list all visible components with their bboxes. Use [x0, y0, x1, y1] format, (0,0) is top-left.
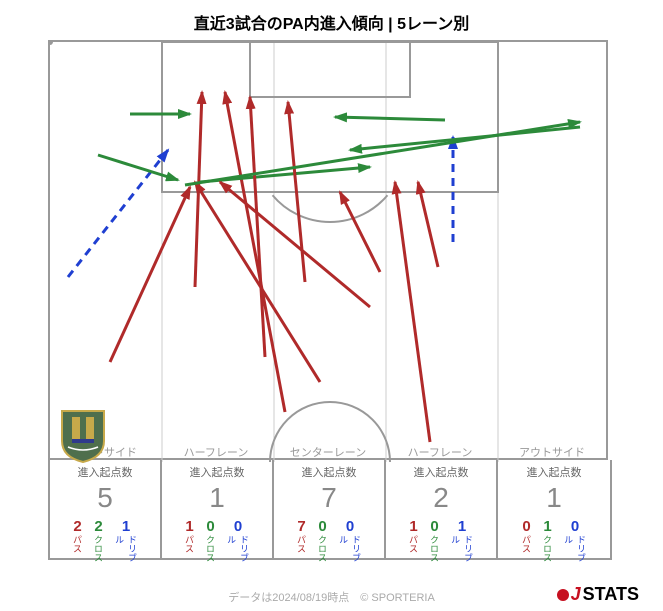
lane-metric-label: パス [183, 535, 196, 563]
lane-stat: 進入起点数11パス0クロス0ドリブル [162, 460, 274, 558]
chart-title: 直近3試合のPA内進入傾向 | 5レーン別 [0, 10, 663, 34]
lane-total: 1 [209, 482, 225, 514]
lane-stat: 進入起点数10パス1クロス0ドリブル [498, 460, 610, 558]
lane-metric-value: 0 [522, 518, 530, 535]
lane-total: 7 [321, 482, 337, 514]
lane-metric-value: 0 [571, 518, 579, 535]
figure-root: 直近3試合のPA内進入傾向 | 5レーン別 アウトサイドハーフレーンセンターレー… [0, 0, 663, 611]
lane-metric-value: 0 [318, 518, 326, 535]
brand-dot-icon [557, 589, 569, 601]
lane-label: アウトサイド [496, 444, 608, 460]
lane-stat-header: 進入起点数 [190, 464, 245, 480]
lane-metric-label: クロス [541, 535, 554, 563]
lane-metric-label: パス [520, 535, 533, 563]
lane-breakdown: 7パス0クロス0ドリブル [295, 518, 363, 563]
lane-breakdown: 1パス0クロス1ドリブル [407, 518, 475, 563]
lane-metric-value: 0 [206, 518, 214, 535]
lane-metric-label: クロス [92, 535, 105, 563]
lane-metric: 0パス [520, 518, 533, 563]
lane-metric-label: ドリブル [225, 535, 251, 563]
lane-metric-value: 1 [458, 518, 466, 535]
lane-stat: 進入起点数77パス0クロス0ドリブル [274, 460, 386, 558]
lane-total: 1 [546, 482, 562, 514]
lane-breakdown: 1パス0クロス0ドリブル [183, 518, 251, 563]
lane-label: ハーフレーン [160, 444, 272, 460]
lane-stat: 進入起点数21パス0クロス1ドリブル [386, 460, 498, 558]
lane-metric-label: クロス [428, 535, 441, 563]
lane-metric-label: クロス [316, 535, 329, 563]
brand-logo: J STATS [557, 584, 639, 605]
lane-metric: 1ドリブル [449, 518, 475, 563]
lane-label: ハーフレーン [384, 444, 496, 460]
lane-breakdown: 0パス1クロス0ドリブル [520, 518, 588, 563]
lane-metric-value: 0 [430, 518, 438, 535]
lane-metric-value: 1 [409, 518, 417, 535]
pitch [48, 40, 608, 460]
lane-metric-label: ドリブル [113, 535, 139, 563]
lane-metric: 2クロス [92, 518, 105, 563]
lane-metric-value: 1 [543, 518, 551, 535]
lane-stat-header: 進入起点数 [302, 464, 357, 480]
lane-metric: 0ドリブル [225, 518, 251, 563]
lane-stat-header: 進入起点数 [527, 464, 582, 480]
lane-total: 2 [433, 482, 449, 514]
lane-metric: 1クロス [541, 518, 554, 563]
lane-metric: 1パス [183, 518, 196, 563]
lane-breakdown: 2パス2クロス1ドリブル [71, 518, 139, 563]
lane-metric: 0クロス [204, 518, 217, 563]
lane-metric: 7パス [295, 518, 308, 563]
lane-metric-label: クロス [204, 535, 217, 563]
lane-metric-label: ドリブル [449, 535, 475, 563]
lane-metric-value: 0 [234, 518, 242, 535]
brand-text: STATS [583, 584, 639, 605]
lane-metric-label: パス [407, 535, 420, 563]
lane-metric-label: ドリブル [562, 535, 588, 563]
lane-metric: 0ドリブル [562, 518, 588, 563]
lane-total: 5 [97, 482, 113, 514]
lane-metric: 0クロス [428, 518, 441, 563]
lane-metric: 2パス [71, 518, 84, 563]
brand-j: J [571, 584, 581, 605]
team-crest [60, 407, 106, 463]
pitch-svg [50, 42, 610, 462]
lane-metric-label: パス [295, 535, 308, 563]
lane-metric-value: 2 [73, 518, 81, 535]
lane-metric-label: パス [71, 535, 84, 563]
lane-metric: 1パス [407, 518, 420, 563]
lane-label: センターレーン [272, 444, 384, 460]
lane-metric: 1ドリブル [113, 518, 139, 563]
lane-labels-row: アウトサイドハーフレーンセンターレーンハーフレーンアウトサイド [48, 444, 608, 460]
lane-stats-row: 進入起点数52パス2クロス1ドリブル進入起点数11パス0クロス0ドリブル進入起点… [48, 460, 612, 560]
lane-stat: 進入起点数52パス2クロス1ドリブル [50, 460, 162, 558]
lane-metric-label: ドリブル [337, 535, 363, 563]
lane-metric-value: 7 [297, 518, 305, 535]
lane-metric-value: 1 [185, 518, 193, 535]
lane-metric: 0ドリブル [337, 518, 363, 563]
lane-metric-value: 1 [122, 518, 130, 535]
lane-stat-header: 進入起点数 [414, 464, 469, 480]
lane-metric-value: 0 [346, 518, 354, 535]
lane-metric: 0クロス [316, 518, 329, 563]
lane-metric-value: 2 [94, 518, 102, 535]
lane-stat-header: 進入起点数 [78, 464, 133, 480]
